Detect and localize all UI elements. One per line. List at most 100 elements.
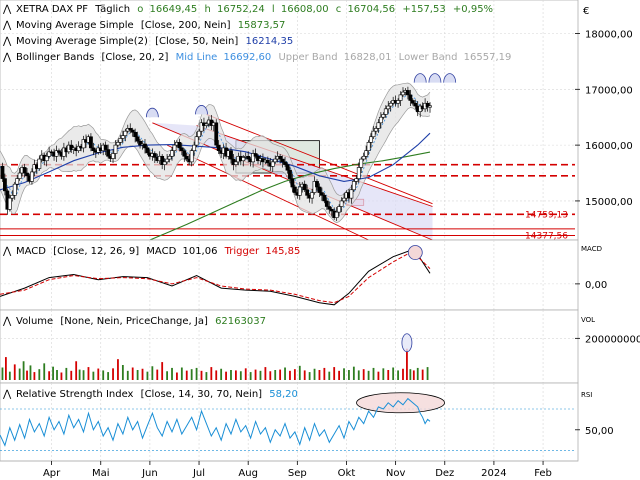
- collapse-icon[interactable]: ⋀: [2, 4, 12, 15]
- volume-bar: [244, 368, 247, 380]
- candle-body: [317, 186, 322, 193]
- rsi-y-axis: 50,00: [575, 426, 614, 437]
- candle-body: [113, 144, 118, 154]
- candle-body: [204, 123, 209, 126]
- candle-body: [354, 178, 359, 182]
- y-tick-label: 18000,00: [585, 29, 633, 40]
- volume-bar: [48, 371, 51, 380]
- volume-bar: [249, 372, 252, 380]
- macd-y-axis: 0,00: [575, 280, 607, 291]
- collapse-icon[interactable]: ⋀: [2, 20, 12, 31]
- candle-body: [283, 161, 287, 165]
- rsi-series-line: [0, 397, 431, 447]
- x-tick-label: Aug: [238, 468, 258, 479]
- volume-bar: [298, 365, 301, 380]
- candle-body: [366, 142, 371, 151]
- volume-bar: [92, 371, 95, 380]
- candle-body: [197, 130, 201, 138]
- volume-bar: [308, 372, 311, 380]
- volume-bar: [362, 369, 365, 380]
- instrument-title: XETRA DAX PF: [16, 4, 88, 15]
- candle-body: [324, 200, 329, 207]
- x-tick-label: Jul: [192, 468, 205, 479]
- candle-body: [413, 102, 418, 107]
- volume-bar: [18, 368, 21, 380]
- candle-body: [0, 166, 5, 179]
- volume-bar: [392, 367, 395, 380]
- candle-body: [428, 105, 432, 108]
- price-legend: ⋀ XETRA DAX PF Täglich o 16649,45 h 1675…: [2, 4, 589, 63]
- candle-body: [81, 139, 86, 149]
- x-tick-label: Sep: [288, 468, 307, 479]
- macd-axis-label: MACD: [581, 245, 602, 253]
- horizontal-line-label: 14377,56: [525, 232, 568, 242]
- volume-bar: [151, 366, 154, 380]
- candle-body: [369, 136, 373, 143]
- ohlc-low-key: l: [272, 4, 275, 15]
- volume-bar: [78, 369, 81, 380]
- y-tick-label: 16000,00: [585, 141, 633, 152]
- ohlc-high-key: h: [204, 4, 210, 15]
- candle-body: [305, 189, 310, 196]
- volume-bar: [387, 370, 390, 380]
- ohlc-close: 16704,56: [347, 4, 395, 15]
- volume-bar: [1, 367, 4, 380]
- volume-bar: [284, 367, 286, 380]
- candle-body: [123, 130, 128, 136]
- candle-body: [89, 136, 93, 149]
- candle-body: [76, 145, 81, 151]
- collapse-icon[interactable]: ⋀: [2, 316, 12, 327]
- candle-body: [145, 147, 150, 154]
- volume-bar: [22, 361, 25, 380]
- candle-body: [388, 102, 393, 107]
- x-tick-label: 2024: [481, 468, 506, 479]
- candle-body: [106, 149, 111, 157]
- volume-bar: [65, 367, 68, 380]
- candle-body: [322, 195, 327, 202]
- candle-body: [359, 158, 364, 168]
- collapse-icon[interactable]: ⋀: [2, 246, 12, 257]
- candle-body: [396, 100, 400, 104]
- candle-body: [253, 153, 258, 157]
- bollinger-lower-label: Lower Band: [399, 52, 458, 63]
- candle-body: [376, 122, 381, 129]
- volume-bar: [33, 372, 36, 380]
- candle-body: [120, 135, 125, 139]
- collapse-icon[interactable]: ⋀: [2, 389, 12, 400]
- volume-bar: [121, 365, 124, 380]
- macd-trigger-label: Trigger: [224, 246, 260, 257]
- candle-body: [329, 209, 334, 212]
- candle-body: [246, 155, 251, 160]
- channel-line: [166, 144, 369, 241]
- marker-ellipse: [401, 333, 413, 353]
- volume-bar: [215, 370, 218, 380]
- y-tick-label: 50,00: [585, 426, 614, 437]
- collapse-icon[interactable]: ⋀: [2, 36, 12, 47]
- volume-bar: [372, 367, 375, 380]
- collapse-icon[interactable]: ⋀: [2, 52, 12, 63]
- x-tick-label: Mai: [92, 468, 110, 479]
- rsi-panel: 50,00 ⋀ Relative Strength Index [Close, …: [0, 382, 614, 462]
- candle-body: [408, 94, 413, 101]
- volume-bar: [131, 367, 134, 380]
- moving-average-line: [149, 151, 431, 241]
- candle-body: [401, 91, 405, 96]
- volume-bar: [313, 368, 316, 380]
- volume-bar: [126, 370, 129, 380]
- volume-bar: [141, 368, 144, 380]
- ohlc-change: +157,53: [402, 4, 445, 15]
- candle-body: [398, 94, 403, 101]
- candle-body: [177, 142, 182, 149]
- volume-bar: [75, 361, 78, 380]
- price-panel: 18000,00 17000,00 16000,00 15000,00 14759,1…: [0, 0, 633, 242]
- volume-bar: [70, 370, 73, 380]
- marker-hump: [195, 105, 208, 115]
- candle-body: [383, 108, 388, 115]
- volume-bar: [333, 367, 336, 380]
- candle-body: [378, 116, 383, 124]
- candle-body: [349, 189, 354, 199]
- marker-hump: [443, 73, 457, 83]
- volume-label: Volume: [16, 316, 53, 327]
- candle-body: [371, 130, 376, 138]
